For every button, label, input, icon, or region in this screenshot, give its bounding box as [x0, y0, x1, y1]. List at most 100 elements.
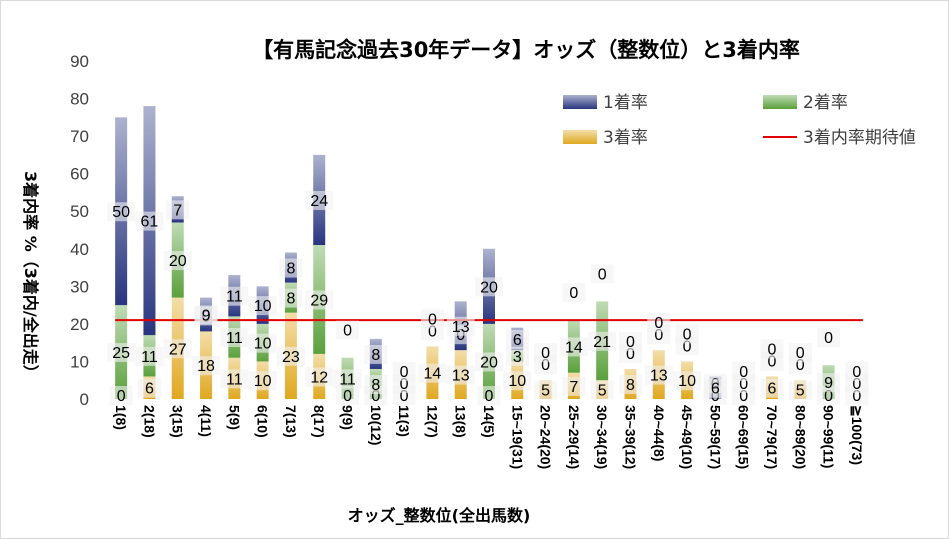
legend-swatch	[563, 95, 597, 109]
data-label: 0	[400, 364, 409, 381]
data-label: 11	[226, 289, 243, 306]
y-tick-label: 80	[70, 90, 89, 109]
data-label-bg	[392, 362, 416, 381]
data-label-bg	[305, 290, 334, 310]
data-label: 6	[711, 381, 720, 398]
data-label: 14	[424, 366, 442, 383]
data-label-bg	[279, 288, 303, 308]
data-label: 61	[141, 214, 159, 231]
data-label: 0	[626, 346, 635, 363]
data-label-bg	[336, 320, 360, 340]
data-label-bg	[618, 331, 642, 351]
data-label-bg	[248, 333, 277, 353]
data-label-bg	[760, 339, 784, 359]
x-tick-label: 1(8)	[113, 405, 129, 430]
x-tick-label: 5(9)	[226, 405, 242, 430]
data-label: 5	[796, 383, 805, 400]
x-tick-label: 25~29(14)	[566, 405, 582, 469]
data-label-bg	[475, 277, 503, 297]
data-label: 13	[650, 368, 668, 385]
data-label-bg	[817, 328, 841, 348]
data-label: 3	[513, 349, 522, 366]
data-label-bg	[590, 264, 614, 284]
x-tick-label: 90~99(11)	[821, 405, 837, 468]
data-label-bg	[446, 365, 475, 385]
data-label: 9	[824, 375, 833, 392]
data-label: 0	[400, 388, 409, 405]
data-label-bg	[364, 374, 388, 394]
x-tick-label: 10(12)	[368, 405, 384, 445]
data-label: 0	[654, 327, 663, 344]
data-label-bg	[333, 369, 362, 389]
data-label: 10	[254, 336, 272, 353]
data-label: 0	[739, 388, 748, 405]
x-tick-label: ≧100(73)	[849, 405, 865, 465]
legend-swatch	[763, 95, 797, 109]
data-label: 8	[371, 347, 380, 364]
data-label: 0	[852, 376, 861, 393]
data-label: 9	[202, 308, 211, 325]
data-label: 0	[739, 364, 748, 381]
data-label: 10	[254, 298, 272, 315]
data-label: 0	[343, 323, 352, 340]
data-label: 12	[310, 369, 328, 386]
y-tick-label: 70	[70, 127, 89, 146]
data-label: 20	[480, 279, 498, 296]
data-label-bg	[220, 286, 249, 306]
data-label-bg	[276, 346, 305, 366]
data-label-bg	[446, 316, 475, 336]
data-label-bg	[647, 313, 671, 333]
x-tick-label: 6(10)	[255, 405, 271, 438]
x-tick-label: 45~49(10)	[679, 405, 695, 469]
data-label: 8	[371, 377, 380, 394]
data-label: 0	[852, 364, 861, 381]
data-label-bg	[673, 371, 702, 391]
data-label-bg	[760, 378, 784, 398]
data-label: 7	[569, 379, 578, 396]
data-label-bg	[675, 324, 699, 344]
data-label-bg	[788, 380, 812, 400]
legend-label: 3着率	[603, 128, 648, 148]
data-label: 0	[541, 345, 550, 362]
data-label: 0	[739, 376, 748, 393]
data-label-bg	[135, 346, 164, 366]
x-tick-label: 9(9)	[340, 405, 356, 430]
x-tick-label: 30~34(19)	[594, 405, 610, 469]
data-label: 0	[626, 334, 635, 351]
x-tick-label: 50~59(17)	[707, 405, 723, 469]
data-label-bg	[590, 380, 614, 400]
data-label-bg	[279, 258, 303, 278]
data-label-bg	[788, 343, 812, 363]
y-axis: 0 10 20 30 40 50 60 70 80 90	[70, 52, 89, 409]
data-label-bg	[305, 367, 334, 387]
x-tick-label: 11(3)	[396, 405, 412, 437]
bars-group	[115, 106, 835, 399]
y-tick-label: 0	[80, 390, 89, 409]
data-label: 0	[541, 357, 550, 374]
data-label-bg	[845, 362, 869, 381]
data-label: 0	[485, 388, 494, 405]
data-label-bg	[248, 371, 277, 391]
data-label: 18	[197, 358, 215, 375]
data-label-bg	[477, 386, 501, 405]
data-label-bg	[420, 309, 444, 329]
x-axis-label: オッズ_整数位(全出馬数)	[348, 506, 531, 525]
x-tick-label: 13(8)	[453, 405, 469, 438]
data-label-bg	[562, 376, 586, 396]
y-tick-label: 60	[70, 165, 89, 184]
data-label: 20	[480, 354, 498, 371]
data-label-bg	[107, 343, 136, 363]
data-label-bg	[703, 378, 727, 398]
data-label: 0	[852, 388, 861, 405]
data-label: 0	[654, 315, 663, 332]
data-label-bg	[505, 329, 529, 349]
data-label-bg	[305, 190, 334, 210]
x-tick-label: 3(15)	[170, 405, 186, 438]
data-label-bg	[109, 386, 133, 405]
data-label: 6	[768, 381, 777, 398]
data-label-bg	[418, 363, 447, 383]
x-tick-label: 4(11)	[198, 405, 214, 437]
data-label: 0	[428, 311, 437, 328]
data-label-bg	[166, 200, 190, 220]
